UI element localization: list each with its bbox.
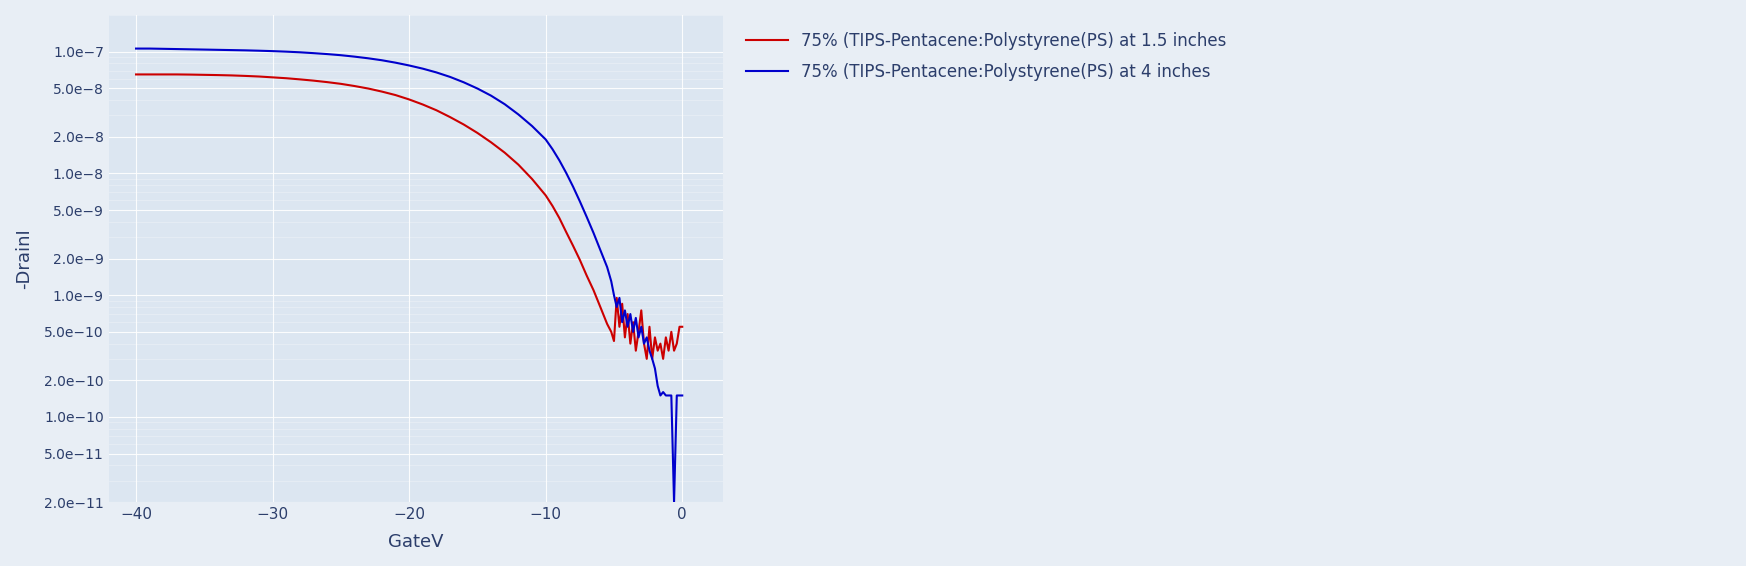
75% (TIPS-Pentacene:Polystyrene(PS) at 4 inches [494,101,515,108]
75% (TIPS-Pentacene:Polystyrene(PS) at 4 inches [126,45,147,52]
75% (TIPS-Pentacene:Polystyrene(PS) at 4 inches [262,48,283,54]
75% (TIPS-Pentacene:Polystyrene(PS) at 1.5 inches [672,323,693,330]
75% (TIPS-Pentacene:Polystyrene(PS) at 1.5 inches [494,149,515,156]
75% (TIPS-Pentacene:Polystyrene(PS) at 4 inches [672,392,693,399]
75% (TIPS-Pentacene:Polystyrene(PS) at 1.5 inches [636,355,656,362]
75% (TIPS-Pentacene:Polystyrene(PS) at 4 inches [658,392,679,399]
Line: 75% (TIPS-Pentacene:Polystyrene(PS) at 4 inches: 75% (TIPS-Pentacene:Polystyrene(PS) at 4… [136,49,683,502]
75% (TIPS-Pentacene:Polystyrene(PS) at 4 inches [536,136,557,143]
Line: 75% (TIPS-Pentacene:Polystyrene(PS) at 1.5 inches: 75% (TIPS-Pentacene:Polystyrene(PS) at 1… [136,75,683,359]
X-axis label: GateV: GateV [388,533,443,551]
75% (TIPS-Pentacene:Polystyrene(PS) at 1.5 inches [262,74,283,81]
75% (TIPS-Pentacene:Polystyrene(PS) at 1.5 inches [629,328,650,335]
75% (TIPS-Pentacene:Polystyrene(PS) at 1.5 inches [126,71,147,78]
75% (TIPS-Pentacene:Polystyrene(PS) at 4 inches [234,47,255,54]
75% (TIPS-Pentacene:Polystyrene(PS) at 1.5 inches [234,72,255,79]
75% (TIPS-Pentacene:Polystyrene(PS) at 4 inches [629,334,650,341]
Y-axis label: -DrainI: -DrainI [16,228,33,289]
Legend: 75% (TIPS-Pentacene:Polystyrene(PS) at 1.5 inches, 75% (TIPS-Pentacene:Polystyre: 75% (TIPS-Pentacene:Polystyrene(PS) at 1… [739,23,1234,89]
75% (TIPS-Pentacene:Polystyrene(PS) at 1.5 inches [660,328,681,335]
75% (TIPS-Pentacene:Polystyrene(PS) at 1.5 inches [536,192,557,199]
75% (TIPS-Pentacene:Polystyrene(PS) at 4 inches [663,499,684,505]
